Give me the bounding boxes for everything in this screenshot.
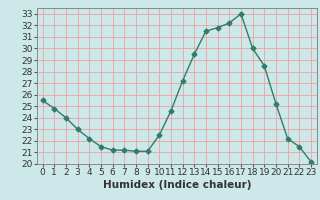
X-axis label: Humidex (Indice chaleur): Humidex (Indice chaleur) <box>102 180 251 190</box>
